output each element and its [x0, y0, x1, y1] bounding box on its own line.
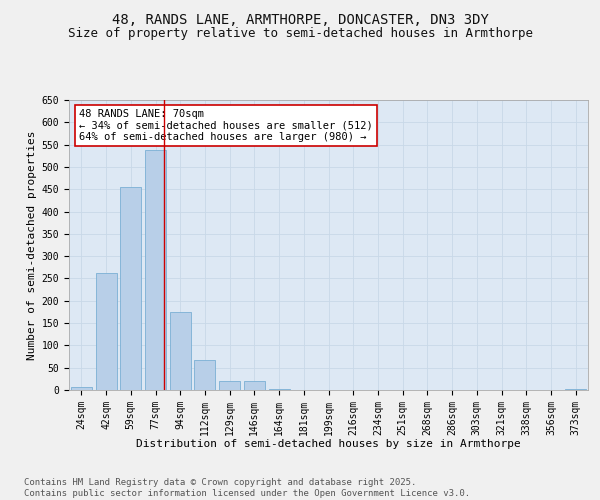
Bar	[269, 388, 290, 390]
Text: Size of property relative to semi-detached houses in Armthorpe: Size of property relative to semi-detach…	[67, 28, 533, 40]
Bar	[244, 381, 265, 390]
Bar	[95, 273, 116, 390]
Text: 48 RANDS LANE: 70sqm
← 34% of semi-detached houses are smaller (512)
64% of semi: 48 RANDS LANE: 70sqm ← 34% of semi-detac…	[79, 108, 373, 142]
Bar	[194, 360, 215, 390]
Bar	[219, 381, 240, 390]
Bar	[145, 150, 166, 390]
Bar	[565, 388, 586, 390]
X-axis label: Distribution of semi-detached houses by size in Armthorpe: Distribution of semi-detached houses by …	[136, 439, 521, 449]
Bar	[170, 312, 191, 390]
Bar	[71, 387, 92, 390]
Y-axis label: Number of semi-detached properties: Number of semi-detached properties	[28, 130, 37, 360]
Text: Contains HM Land Registry data © Crown copyright and database right 2025.
Contai: Contains HM Land Registry data © Crown c…	[24, 478, 470, 498]
Text: 48, RANDS LANE, ARMTHORPE, DONCASTER, DN3 3DY: 48, RANDS LANE, ARMTHORPE, DONCASTER, DN…	[112, 12, 488, 26]
Bar	[120, 187, 141, 390]
